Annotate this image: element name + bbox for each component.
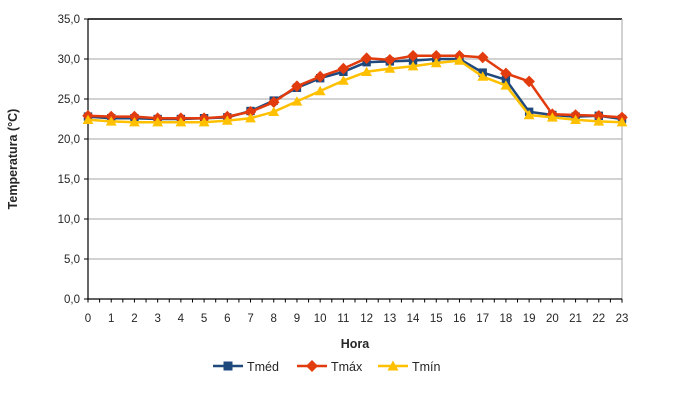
x-tick-label: 3 [154,313,160,325]
series-line-Tmáx [87,54,623,120]
x-tick-label: 11 [337,313,349,325]
legend-label-tmax: Tmáx [331,360,363,374]
y-tick-label: 35,0 [58,14,80,26]
data-point-diamond [291,80,303,92]
data-point-diamond [384,54,396,66]
x-tick-label: 17 [476,313,489,325]
x-tick-label: 4 [178,313,185,325]
x-tick-label: 15 [430,313,443,325]
data-point-triangle [523,109,535,120]
x-tick-label: 14 [407,313,420,325]
data-point-triangle [129,117,140,127]
data-point-diamond [523,75,535,88]
data-point-diamond [337,62,350,75]
legend-item-tmed: Tméd [213,360,279,374]
x-tick-label: 13 [383,313,396,325]
data-point-square [501,75,511,84]
x-tick-label: 20 [546,313,559,325]
data-point-triangle [152,117,164,127]
data-point-triangle [593,116,605,126]
y-tick-label: 0,0 [64,294,80,306]
y-tick-label: 15,0 [58,174,80,186]
x-tick-label: 7 [247,313,253,325]
triangle-marker-icon [387,360,399,371]
diamond-marker-icon [306,360,318,372]
x-axis-title: Hora [341,337,371,351]
x-tick-label: 16 [453,313,466,325]
x-tick-label: 1 [108,313,114,325]
data-point-triangle [268,106,280,116]
x-tick-label: 12 [360,313,373,325]
legend-label-tmin: Tmín [412,360,441,374]
plot-area: 0,05,010,015,020,025,030,035,00 1 2 3 4 5 6 7 8 9… [58,14,629,325]
data-point-diamond [430,50,443,62]
data-point-triangle [245,113,256,123]
x-tick-label: 22 [592,313,605,325]
legend: Tméd Tmáx Tmín [213,360,441,374]
data-point-diamond [267,96,280,108]
legend-item-tmax: Tmáx [297,360,363,374]
data-point-triangle [477,71,489,81]
data-point-triangle [500,80,512,90]
data-point-triangle [82,114,94,124]
data-point-triangle [291,96,303,106]
x-tick-label: 2 [131,313,137,325]
data-point-triangle [616,117,628,127]
y-axis-title: Temperatura (°C) [6,109,20,210]
data-point-triangle [454,55,465,65]
x-tick-label: 18 [500,313,513,325]
y-tick-label: 30,0 [58,54,80,66]
y-tick-label: 5,0 [64,254,80,266]
x-tick-label: 0 [85,313,91,325]
data-point-diamond [128,110,141,123]
data-point-diamond [244,106,257,118]
data-point-diamond [314,70,326,83]
data-point-triangle [361,66,373,76]
y-tick-label: 10,0 [58,214,80,226]
series-line-Tméd [87,57,623,121]
x-tick-label: 9 [294,313,300,325]
data-point-triangle [198,117,210,127]
data-point-triangle [384,63,396,73]
legend-item-tmin: Tmín [378,360,441,374]
data-point-triangle [407,61,419,71]
data-point-diamond [476,51,489,64]
data-point-triangle [105,116,117,126]
x-tick-label: 23 [616,313,629,325]
data-point-triangle [430,57,442,68]
x-tick-label: 21 [569,313,582,325]
x-tick-label: 19 [523,313,536,325]
y-tick-label: 25,0 [58,94,80,106]
y-tick-label: 20,0 [58,134,80,146]
data-point-triangle [570,114,581,124]
data-point-triangle [337,75,349,85]
x-tick-label: 5 [201,313,207,325]
x-tick-label: 8 [271,313,277,325]
data-point-diamond [592,110,605,122]
series-line-Tmín [87,59,623,124]
data-point-diamond [360,52,373,64]
legend-label-tmed: Tméd [247,360,279,374]
x-tick-label: 6 [224,313,230,325]
data-point-diamond [500,67,512,80]
data-point-diamond [407,50,419,62]
data-point-triangle [314,85,326,96]
data-point-triangle [546,112,558,122]
data-point-triangle [221,115,233,125]
data-point-triangle [175,117,187,127]
x-tick-label: 10 [314,313,327,325]
square-marker-icon [223,361,233,371]
